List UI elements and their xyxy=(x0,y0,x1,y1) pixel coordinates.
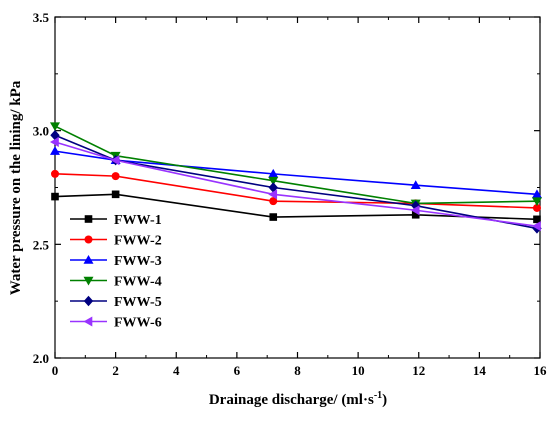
data-point xyxy=(50,137,59,148)
series-layer xyxy=(50,122,542,234)
legend-label: FWW-3 xyxy=(114,254,162,269)
legend-label: FWW-1 xyxy=(114,213,162,228)
x-axis-title-superscript: -1 xyxy=(374,390,382,401)
data-point xyxy=(531,189,542,199)
x-axis-title: Drainage discharge/ (ml·s-1) xyxy=(209,390,387,408)
legend-marker xyxy=(83,276,94,286)
data-point xyxy=(51,192,59,201)
legend-marker xyxy=(84,215,93,223)
data-point xyxy=(533,215,541,224)
legend-marker xyxy=(83,255,94,264)
x-tick-label: 6 xyxy=(234,363,241,378)
legend: FWW-1 FWW-2 FWW-3 FWW-4 FWW-5 FWW-6 xyxy=(70,213,162,331)
data-point xyxy=(268,168,279,178)
y-tick-label: 2.5 xyxy=(33,237,50,252)
legend-item: FWW-1 xyxy=(70,213,162,228)
legend-label: FWW-4 xyxy=(114,275,162,290)
data-point xyxy=(50,130,60,141)
data-point xyxy=(50,122,60,132)
data-point xyxy=(268,176,279,186)
data-point xyxy=(268,182,278,193)
data-point xyxy=(111,190,120,199)
x-tick-label: 4 xyxy=(173,363,180,378)
legend-marker xyxy=(83,295,94,307)
legend-marker xyxy=(84,235,93,244)
x-tick-label: 12 xyxy=(412,363,425,378)
data-point xyxy=(51,169,59,178)
x-tick-label: 0 xyxy=(52,363,59,378)
data-point xyxy=(111,172,120,181)
x-tick-label: 2 xyxy=(112,363,119,378)
legend-item: FWW-2 xyxy=(70,234,162,249)
legend-label: FWW-2 xyxy=(114,234,162,249)
x-axis-title-main: Drainage discharge/ (ml·s xyxy=(209,392,374,408)
data-point xyxy=(532,203,541,212)
data-point xyxy=(410,180,421,190)
legend-marker xyxy=(83,316,93,327)
data-point xyxy=(50,146,60,155)
legend-item: FWW-6 xyxy=(70,316,162,331)
x-tick-label: 16 xyxy=(534,363,548,378)
legend-item: FWW-5 xyxy=(70,295,162,310)
x-tick-label: 8 xyxy=(294,363,301,378)
data-point xyxy=(269,197,278,206)
y-tick-label: 2.0 xyxy=(33,351,49,366)
legend-item: FWW-4 xyxy=(70,275,162,290)
data-point xyxy=(531,197,542,207)
data-point xyxy=(410,205,420,216)
x-axis-title-suffix: ) xyxy=(382,392,387,408)
data-point xyxy=(269,213,278,221)
series-FWW-6 xyxy=(50,137,541,232)
axes-layer: 0 2 4 6 8 10 12 14 16 2.0 2.5 3.0 3.5 xyxy=(33,10,547,378)
data-point xyxy=(411,210,420,219)
legend-label: FWW-6 xyxy=(114,316,162,331)
y-tick-label: 3.5 xyxy=(33,10,50,25)
data-point xyxy=(110,155,120,166)
x-tick-label: 10 xyxy=(352,363,365,378)
legend-label: FWW-5 xyxy=(114,295,162,310)
data-point xyxy=(268,189,278,200)
x-tick-label: 14 xyxy=(473,363,487,378)
legend-item: FWW-3 xyxy=(70,254,162,269)
y-tick-label: 3.0 xyxy=(33,124,49,139)
y-axis-title: Water pressure on the lining/ kPa xyxy=(8,80,24,295)
data-point xyxy=(531,221,541,232)
series-line xyxy=(54,125,537,205)
